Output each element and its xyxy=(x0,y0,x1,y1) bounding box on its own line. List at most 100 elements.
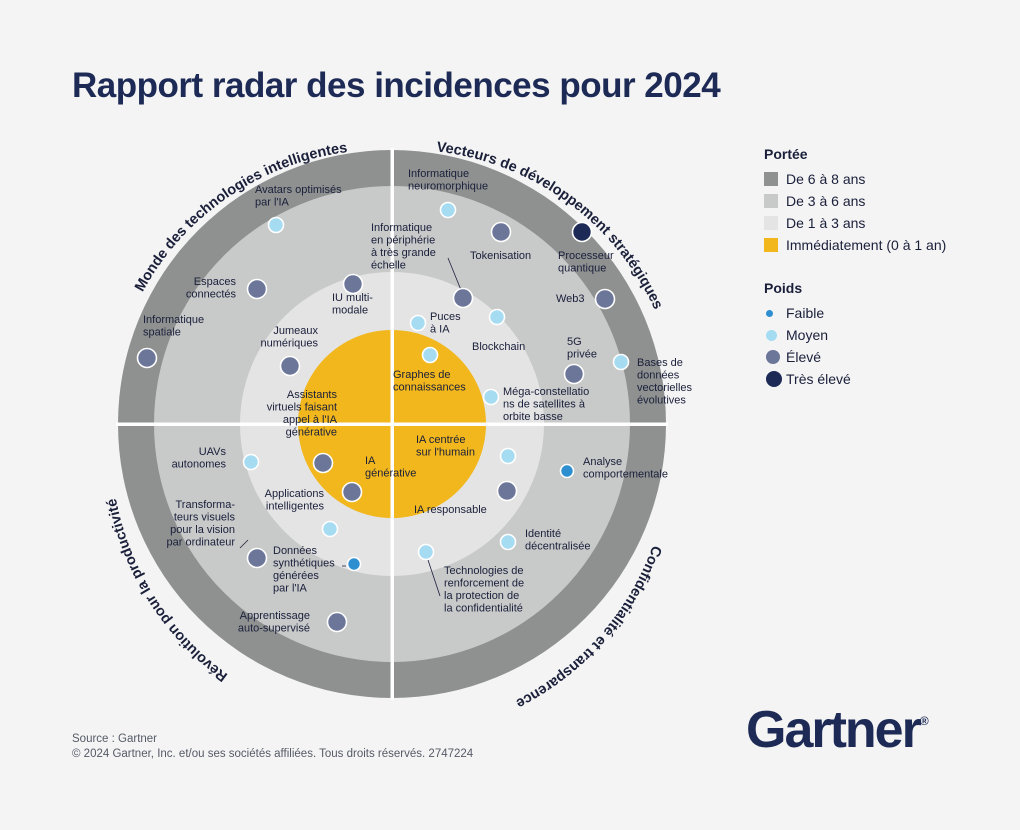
tech-dot-bases-de-données-vectorielles-évolutives[interactable] xyxy=(612,353,630,371)
tech-label-line: à très grande xyxy=(371,247,436,259)
tech-label-analyse-comportementale: Analyse comportementale xyxy=(583,456,668,481)
tech-dot-données-synthétiques-générées-par-l-ia[interactable] xyxy=(346,556,362,572)
tech-dot-graphes-de-connaissances[interactable] xyxy=(421,346,439,364)
tech-label-line: Informatique xyxy=(371,222,432,234)
tech-dot-ia-responsable[interactable] xyxy=(496,480,518,502)
tech-label-informatique-neuromorphique: Informatique neuromorphique xyxy=(408,168,488,193)
tech-label-méga-constellatio-ns-de-satellites-à-orbite-basse: Méga-constellatio ns de satellites à orbit… xyxy=(503,386,589,423)
tech-label-blockchain: Blockchain xyxy=(472,341,525,353)
tech-label-line: Informatique xyxy=(408,168,469,180)
tech-dot-identité-décentralisée[interactable] xyxy=(499,533,517,551)
tech-label-line: autonomes xyxy=(172,459,227,471)
swatch-immediate xyxy=(764,238,778,252)
legend-item-very-high: Très élevé xyxy=(764,368,851,390)
range-legend-title: Portée xyxy=(764,146,808,162)
tech-dot-ia-centrée-sur-l-humain[interactable] xyxy=(499,447,517,465)
tech-label-line: intelligentes xyxy=(266,501,325,513)
tech-label-jumeaux-numériques: Jumeaux numériques xyxy=(261,325,319,350)
tech-label-line: par l'IA xyxy=(255,197,290,209)
tech-label-line: échelle xyxy=(371,260,406,272)
tech-label-graphes-de-connaissances: Graphes de connaissances xyxy=(393,369,466,394)
dot-high-icon xyxy=(766,350,780,364)
tech-label-ia-générative: IA générative xyxy=(365,455,416,480)
tech-label-line: IU multi- xyxy=(332,292,373,304)
tech-label-line: Puces xyxy=(430,311,461,323)
tech-dot-5g-privée[interactable] xyxy=(563,363,585,385)
tech-label-line: privée xyxy=(567,349,597,361)
tech-label-line: synthétiques xyxy=(273,558,335,570)
dot-very-high-icon xyxy=(766,371,782,387)
tech-label-line: données xyxy=(637,370,680,382)
tech-label-line: Blockchain xyxy=(472,341,525,353)
tech-label-line: IA xyxy=(365,455,376,467)
tech-dot-informatique-neuromorphique[interactable] xyxy=(439,201,457,219)
tech-dot-assistants-virtuels-faisant-appel-à-l-ia-générative[interactable] xyxy=(312,452,334,474)
tech-dot-méga-constellatio-ns-de-satellites-à-orbite-basse[interactable] xyxy=(482,388,500,406)
swatch-3-6 xyxy=(764,194,778,208)
tech-label-line: renforcement de xyxy=(444,578,524,590)
tech-label-applications-intelligentes: Applications intelligentes xyxy=(265,488,325,513)
tech-label-line: UAVs xyxy=(199,446,227,458)
tech-label-line: Bases de xyxy=(637,357,683,369)
tech-label-web3: Web3 xyxy=(556,293,585,305)
tech-dot-tokenisation[interactable] xyxy=(490,221,512,243)
tech-dot-puces-à-ia[interactable] xyxy=(409,314,427,332)
tech-label-informatique-spatiale: Informatique spatiale xyxy=(143,314,204,339)
tech-label-iu-multi-modale: IU multi-modale xyxy=(332,292,373,317)
dot-medium-icon xyxy=(766,329,777,341)
tech-label-technologies-de-renforcement-de-la-protection-de-la-confidentialité: Technologies de renforcement de la protect… xyxy=(444,565,524,615)
impact-radar: Monde des technologies intelligentes Vec… xyxy=(104,140,692,712)
tech-label-line: neuromorphique xyxy=(408,181,488,193)
tech-dot-transforma-teurs-visuels-pour-la-vision-par-ordinateur[interactable] xyxy=(246,547,268,569)
tech-dot-uavs-autonomes[interactable] xyxy=(242,453,260,471)
tech-label-line: en périphérie xyxy=(371,235,435,247)
tech-label-line: évolutives xyxy=(637,395,686,407)
leader-line xyxy=(427,559,441,597)
tech-dot-ia-générative[interactable] xyxy=(341,481,363,503)
tech-dot-blockchain[interactable] xyxy=(488,308,506,326)
legend-item-high: Élevé xyxy=(764,346,851,368)
tech-label-processeur-quantique: Processeur quantique xyxy=(558,250,614,275)
tech-dot-jumeaux-numériques[interactable] xyxy=(279,355,301,377)
tech-label-informatique-en-périphérie-à-très-grande-échelle: Informatique en périphérie à très grande éc… xyxy=(371,222,436,272)
tech-label-line: Transforma- xyxy=(176,499,236,511)
weight-legend-title: Poids xyxy=(764,280,803,296)
tech-dot-processeur-quantique[interactable] xyxy=(571,221,593,243)
tech-label-line: Applications xyxy=(265,488,325,500)
tech-label-line: comportementale xyxy=(583,469,668,481)
tech-dot-espaces-connectés[interactable] xyxy=(246,278,268,300)
tech-label-line: spatiale xyxy=(143,327,181,339)
tech-dot-apprentissage-auto-supervisé[interactable] xyxy=(326,611,348,633)
leader-line xyxy=(239,539,249,549)
leader-line xyxy=(447,257,462,291)
gartner-logo: Gartner® xyxy=(746,701,929,759)
tech-dot-applications-intelligentes[interactable] xyxy=(321,520,339,538)
tech-dot-iu-multi-modale[interactable] xyxy=(342,273,364,295)
tech-label-line: Assistants xyxy=(287,389,338,401)
tech-dot-web3[interactable] xyxy=(594,288,616,310)
tech-label-line: Processeur xyxy=(558,250,614,262)
footer-copyright: © 2024 Gartner, Inc. et/ou ses sociétés … xyxy=(72,748,474,760)
tech-label-uavs-autonomes: UAVs autonomes xyxy=(172,446,227,471)
tech-label-line: générées xyxy=(273,570,319,582)
tech-label-line: Apprentissage xyxy=(240,610,310,622)
tech-dot-analyse-comportementale[interactable] xyxy=(559,463,575,479)
quadrant-divider-horizontal xyxy=(116,422,668,426)
legend-item-low: Faible xyxy=(764,302,851,324)
tech-label-line: Tokenisation xyxy=(470,250,531,262)
tech-label-avatars-optimisés-par-l-ia: Avatars optimisés par l'IA xyxy=(255,184,342,209)
tech-label-line: Espaces xyxy=(194,276,237,288)
tech-label-line: pour la vision xyxy=(170,524,235,536)
tech-label-line: ns de satellites à xyxy=(503,399,586,411)
tech-label-tokenisation: Tokenisation xyxy=(470,250,531,262)
tech-label-transforma-teurs-visuels-pour-la-vision-par-ordinateur: Transforma-teurs visuels pour la vision pa… xyxy=(167,499,236,549)
tech-label-line: virtuels faisant xyxy=(267,402,337,414)
legend-item-1-3: De 1 à 3 ans xyxy=(764,212,946,234)
tech-dot-technologies-de-renforcement-de-la-protection-de-la-confidentialité[interactable] xyxy=(417,543,435,561)
tech-label-line: Technologies de xyxy=(444,565,524,577)
tech-dot-avatars-optimisés-par-l-ia[interactable] xyxy=(267,216,285,234)
tech-label-line: auto-supervisé xyxy=(238,623,310,635)
tech-label-line: Web3 xyxy=(556,293,585,305)
tech-dot-informatique-spatiale[interactable] xyxy=(136,347,158,369)
tech-dot-informatique-en-périphérie-à-très-grande-échelle[interactable] xyxy=(452,287,474,309)
